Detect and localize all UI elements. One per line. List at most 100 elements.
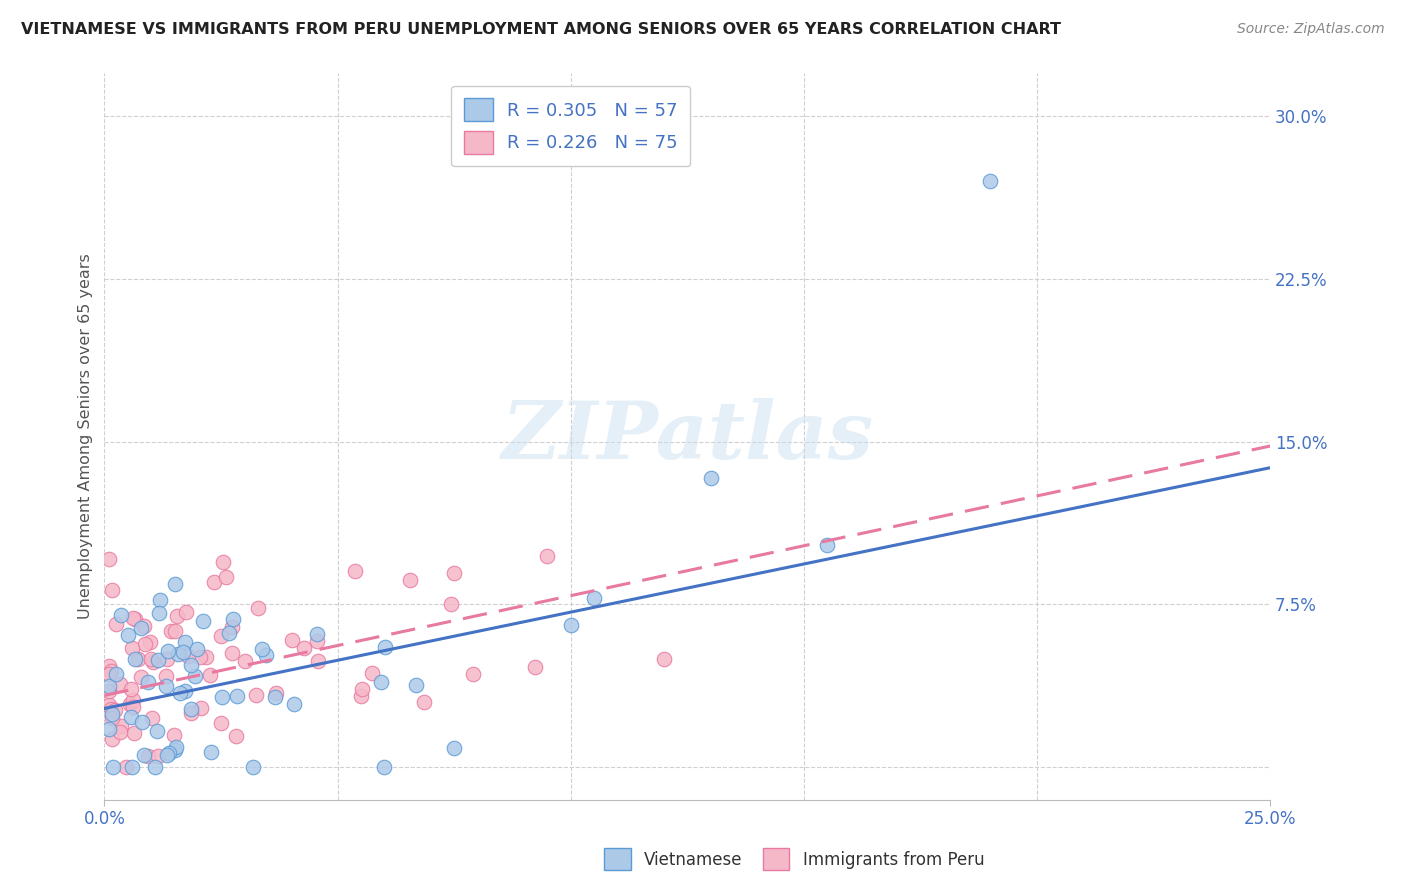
Point	[226, 690, 249, 704]
Point	[209, 716, 232, 731]
Point	[221, 646, 243, 660]
Point	[463, 667, 485, 681]
Point	[136, 675, 159, 690]
Point	[160, 624, 183, 638]
Point	[127, 651, 149, 665]
Point	[246, 600, 269, 615]
Legend: R = 0.305   N = 57, R = 0.226   N = 75: R = 0.305 N = 57, R = 0.226 N = 75	[451, 86, 690, 166]
Legend: Vietnamese, Immigrants from Peru: Vietnamese, Immigrants from Peru	[598, 842, 991, 877]
Point	[560, 618, 582, 632]
Point	[139, 652, 162, 666]
Point	[652, 652, 675, 666]
Point	[439, 598, 461, 612]
Y-axis label: Unemployment Among Seniors over 65 years: Unemployment Among Seniors over 65 years	[79, 253, 93, 619]
Point	[193, 615, 215, 629]
Point	[118, 698, 141, 712]
Point	[108, 677, 131, 691]
Point	[180, 702, 202, 716]
Point	[443, 566, 465, 581]
Point	[225, 729, 247, 743]
Point	[163, 576, 186, 591]
Point	[350, 689, 373, 703]
Point	[124, 726, 146, 740]
Point	[374, 640, 396, 654]
Point	[221, 620, 243, 634]
Point	[344, 564, 367, 578]
Point	[174, 683, 197, 698]
Point	[188, 649, 211, 664]
Point	[117, 627, 139, 641]
Point	[143, 760, 166, 774]
Point	[124, 652, 146, 666]
Point	[212, 555, 235, 569]
Point	[180, 706, 202, 720]
Point	[399, 573, 422, 587]
Point	[149, 592, 172, 607]
Point	[174, 634, 197, 648]
Point	[215, 570, 238, 584]
Point	[98, 658, 121, 673]
Point	[307, 654, 329, 668]
Point	[245, 688, 267, 702]
Point	[101, 731, 124, 746]
Point	[162, 728, 184, 742]
Point	[165, 624, 187, 638]
Point	[183, 669, 205, 683]
Point	[156, 651, 179, 665]
Point	[172, 645, 194, 659]
Point	[180, 658, 202, 673]
Point	[405, 677, 427, 691]
Point	[121, 759, 143, 773]
Point	[100, 664, 122, 678]
Point	[281, 632, 304, 647]
Point	[373, 760, 395, 774]
Point	[104, 617, 127, 632]
Point	[134, 637, 156, 651]
Point	[186, 642, 208, 657]
Point	[699, 471, 721, 485]
Point	[131, 714, 153, 729]
Point	[536, 549, 558, 563]
Point	[174, 605, 197, 619]
Point	[129, 671, 152, 685]
Point	[360, 666, 382, 681]
Point	[190, 701, 212, 715]
Point	[120, 710, 142, 724]
Point	[350, 681, 373, 696]
Point	[412, 695, 434, 709]
Point	[157, 644, 180, 658]
Point	[198, 667, 221, 681]
Point	[139, 635, 162, 649]
Point	[132, 618, 155, 632]
Point	[157, 746, 180, 760]
Point	[163, 743, 186, 757]
Point	[211, 690, 233, 704]
Point	[155, 669, 177, 683]
Point	[104, 666, 127, 681]
Point	[250, 642, 273, 657]
Point	[148, 653, 170, 667]
Point	[200, 745, 222, 759]
Point	[98, 679, 121, 693]
Point	[166, 609, 188, 624]
Point	[305, 634, 328, 648]
Text: Source: ZipAtlas.com: Source: ZipAtlas.com	[1237, 22, 1385, 37]
Point	[583, 591, 606, 605]
Point	[141, 711, 163, 725]
Point	[146, 724, 169, 739]
Point	[110, 608, 132, 623]
Point	[129, 621, 152, 635]
Point	[155, 679, 177, 693]
Point	[305, 627, 328, 641]
Point	[292, 640, 315, 655]
Point	[115, 760, 138, 774]
Point	[124, 612, 146, 626]
Point	[283, 698, 305, 712]
Point	[195, 649, 218, 664]
Point	[815, 538, 838, 552]
Point	[100, 702, 122, 716]
Point	[167, 647, 190, 661]
Point	[148, 606, 170, 620]
Point	[98, 666, 121, 681]
Point	[122, 611, 145, 625]
